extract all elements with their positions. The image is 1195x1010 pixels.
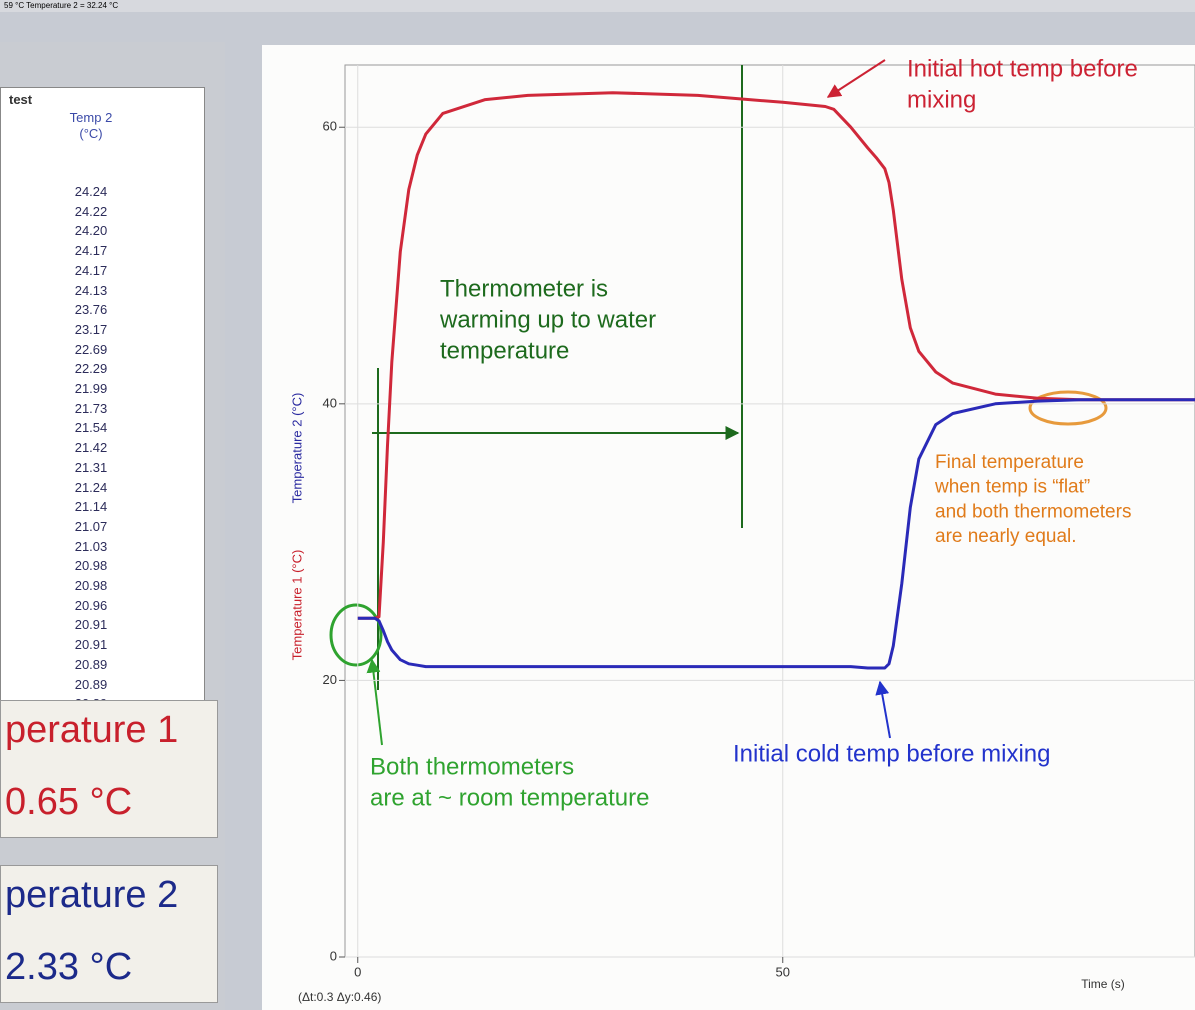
chart: 0 20 40 60 0 50 Time (s) (Δt:0.3 Δy:0.46) Temper… <box>0 0 1195 1010</box>
y-axis-label: Temperature 2 (°C) <box>289 393 304 504</box>
footer: (Δt:0.3 Δy:0.46) <box>298 990 381 1004</box>
x-tick-label: 0 <box>354 964 361 979</box>
page: 59 °C Temperature 2 = 32.24 °C test Temp… <box>0 0 1195 1010</box>
highlight-circle <box>331 605 381 665</box>
arrow <box>880 682 890 738</box>
annotation: Thermometer is <box>440 275 608 302</box>
highlight-circle <box>1030 392 1106 424</box>
annotation: mixing <box>907 87 976 114</box>
annotation: temperature <box>440 338 569 365</box>
x-tick-label: 50 <box>776 964 790 979</box>
annotation: are nearly equal. <box>935 526 1077 547</box>
annotation: warming up to water <box>439 307 656 334</box>
annotation: Both thermometers <box>370 753 574 780</box>
annotation: Final temperature <box>935 452 1084 473</box>
annotation: when temp is “flat” <box>934 477 1090 498</box>
y-axis-label: Temperature 1 (°C) <box>289 550 304 661</box>
annotation: are at ~ room temperature <box>370 785 649 812</box>
annotation: Initial cold temp before mixing <box>733 740 1050 767</box>
y-tick-label: 20 <box>323 672 337 687</box>
x-axis-label: Time (s) <box>1081 977 1125 991</box>
y-tick-label: 40 <box>323 395 337 410</box>
y-tick-label: 60 <box>323 119 337 134</box>
y-tick-label: 0 <box>330 948 337 963</box>
annotation: and both thermometers <box>935 501 1131 522</box>
annotation: Initial hot temp before <box>907 55 1138 82</box>
arrow <box>828 60 885 97</box>
